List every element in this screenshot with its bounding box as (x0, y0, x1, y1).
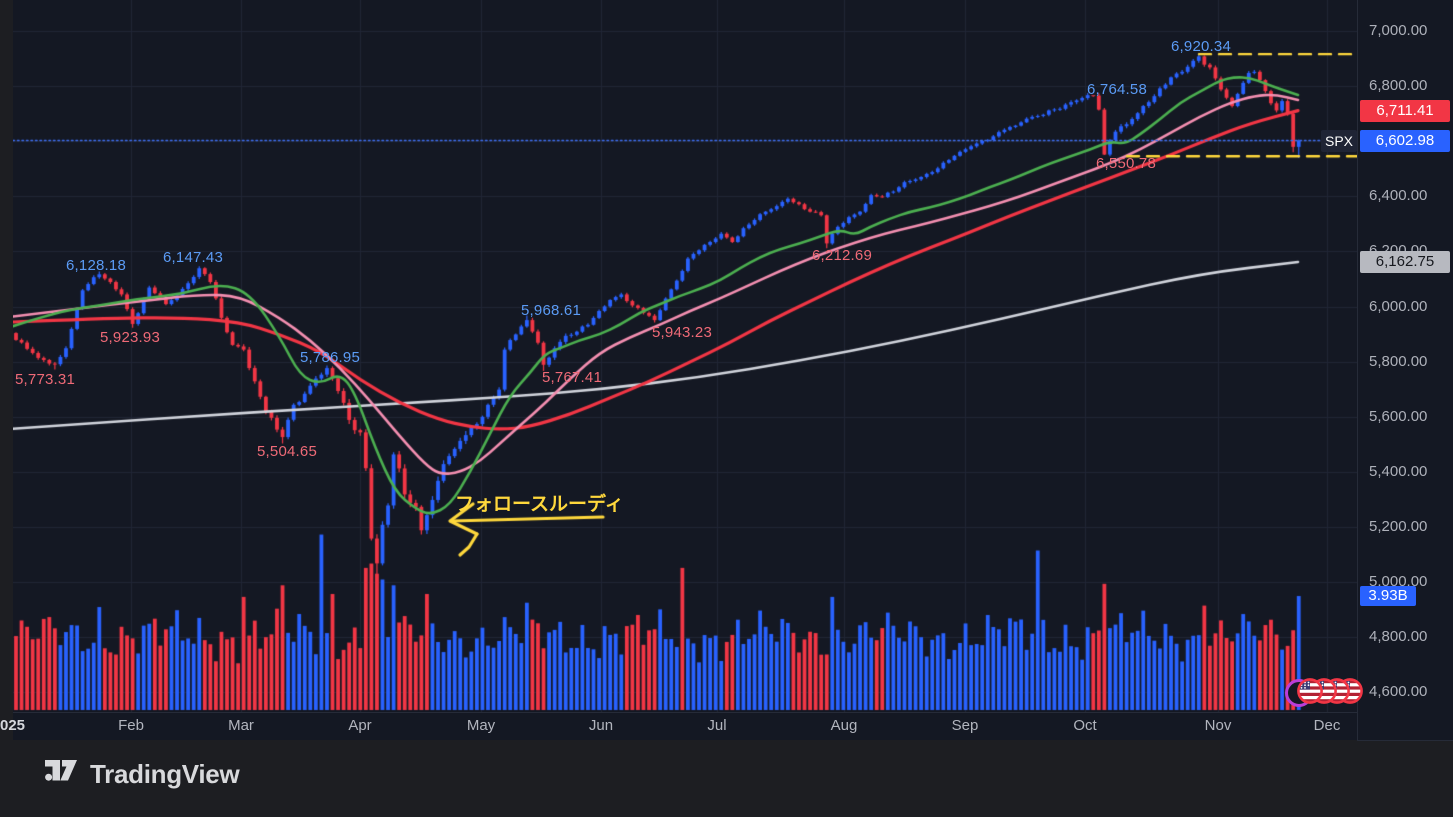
price-axis-tick: 5,000.00 (1369, 573, 1428, 590)
last-price-badge: 6,602.98 (1360, 129, 1450, 152)
pivot-price-label: 6,920.34 (1171, 38, 1231, 55)
time-axis-month-label: Jul (707, 717, 727, 734)
price-axis-tick: 6,800.00 (1369, 77, 1428, 94)
tradingview-logo[interactable]: TradingView (44, 757, 240, 792)
price-axis-tick: 4,800.00 (1369, 628, 1428, 645)
pivot-price-label: 5,943.23 (652, 324, 712, 341)
pivot-price-label: 5,968.61 (521, 302, 581, 319)
time-axis-month-label: Apr (348, 717, 372, 734)
pivot-price-label: 5,767.41 (542, 369, 602, 386)
tradingview-logo-text: TradingView (90, 759, 240, 789)
time-axis-month-label: Nov (1204, 717, 1232, 734)
pivot-price-label: 6,147.43 (163, 249, 223, 266)
pivot-price-label: 5,923.93 (100, 329, 160, 346)
pivot-price-label: 6,550.78 (1096, 155, 1156, 172)
pivot-price-label: 5,504.65 (257, 443, 317, 460)
symbol-ticker-chip: SPX (1321, 129, 1357, 152)
time-axis-year-label: 025 (0, 717, 26, 734)
pivot-price-label: 5,786.95 (300, 349, 360, 366)
price-axis-tick: 6,400.00 (1369, 187, 1428, 204)
price-axis[interactable]: 7,000.006,800.006,600.006,400.006,200.00… (1357, 0, 1453, 741)
volume-value-badge: 3.93B (1360, 586, 1416, 606)
white-ma-value-badge: 6,162.75 (1360, 250, 1450, 273)
time-axis-month-label: Aug (830, 717, 858, 734)
time-axis-month-label: Oct (1073, 717, 1097, 734)
pivot-price-label: 6,128.18 (66, 257, 126, 274)
pivot-price-label: 6,764.58 (1087, 81, 1147, 98)
followthrough-day-annotation[interactable]: フォロースルーディ (455, 493, 624, 515)
time-axis-month-label: Jun (588, 717, 614, 734)
price-axis-tick: 5,600.00 (1369, 408, 1428, 425)
us-flag-event-icon[interactable] (1297, 678, 1323, 709)
red-ma-value-badge: 6,711.41 (1360, 99, 1450, 122)
price-axis-tick: 6,000.00 (1369, 298, 1428, 315)
time-axis[interactable]: 025 Feb Mar Apr May Jun Jul Aug Sep Oct Nov Dec (0, 712, 1357, 741)
time-axis-month-label: Dec (1313, 717, 1341, 734)
time-axis-month-label: Feb (118, 717, 144, 734)
time-axis-month-label: Sep (951, 717, 979, 734)
tradingview-logo-icon (44, 757, 78, 792)
candlestick-chart-canvas[interactable] (13, 0, 1357, 712)
pivot-price-label: 5,773.31 (15, 371, 75, 388)
pivot-price-label: 6,212.69 (812, 247, 872, 264)
price-axis-tick: 5,800.00 (1369, 353, 1428, 370)
price-axis-tick: 5,200.00 (1369, 518, 1428, 535)
price-axis-tick: 4,600.00 (1369, 683, 1428, 700)
price-axis-tick: 5,400.00 (1369, 463, 1428, 480)
time-axis-month-label: May (466, 717, 496, 734)
price-axis-tick: 7,000.00 (1369, 22, 1428, 39)
time-axis-month-label: Mar (228, 717, 254, 734)
footer-bar: TradingView (0, 740, 1453, 817)
chart-plot-area[interactable]: 6,128.18 6,147.43 5,923.93 5,773.31 5,786.95… (0, 0, 1363, 741)
